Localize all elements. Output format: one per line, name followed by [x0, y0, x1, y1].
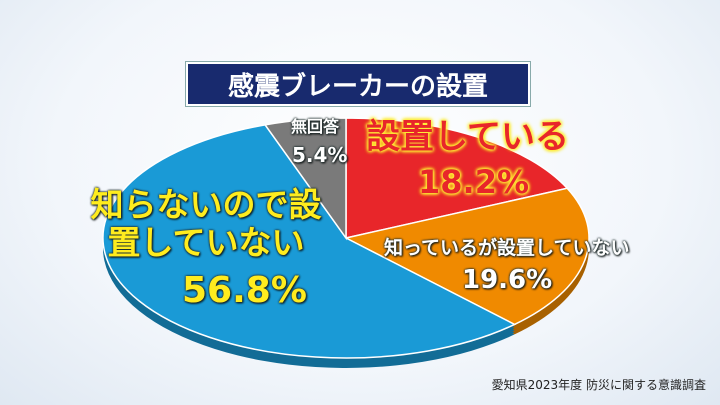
category-label: 設置している [366, 117, 569, 157]
pie-slice [102, 124, 517, 359]
value-label: 5.4% [292, 143, 348, 167]
pie-slice [263, 117, 347, 241]
category-label: 知らないので設置していない [90, 185, 322, 262]
chart-title: 感震ブレーカーの設置 [186, 62, 530, 106]
value-label: 56.8% [182, 270, 307, 311]
category-label: 知っているが設置していない [384, 237, 630, 259]
value-label: 18.2% [418, 163, 530, 201]
source-note: 愛知県2023年度 防災に関する意識調査 [491, 378, 706, 392]
pie-slice [343, 187, 590, 326]
value-label: 19.6% [462, 265, 553, 295]
pie-slice [345, 117, 569, 239]
category-label: 無回答 [291, 117, 340, 136]
